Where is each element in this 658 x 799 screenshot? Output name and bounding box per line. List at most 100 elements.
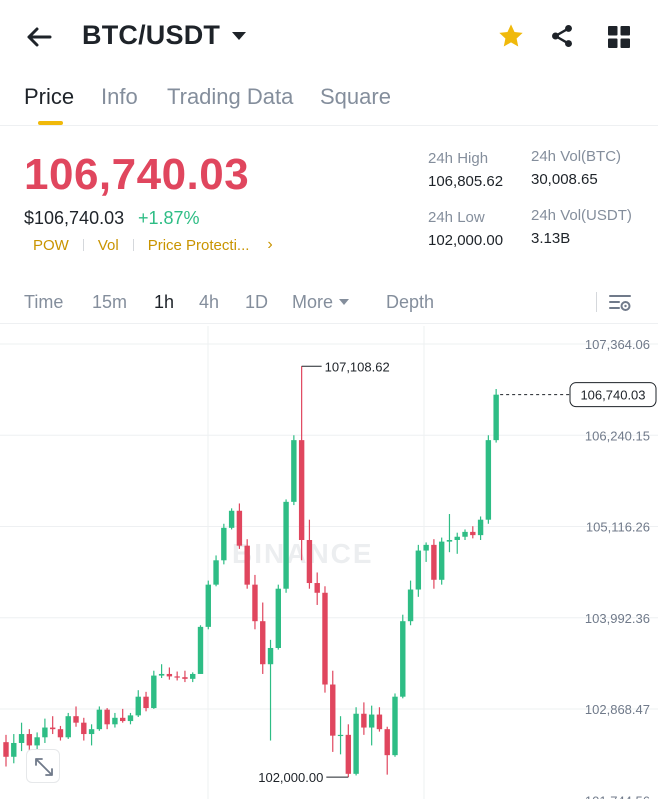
candle-body <box>166 673 173 677</box>
candle-body <box>57 729 64 738</box>
interval-depth[interactable]: Depth <box>386 292 435 312</box>
caret-down-icon <box>339 299 350 305</box>
candle-body <box>392 696 398 756</box>
top-bar: BTC/USDT <box>0 0 658 74</box>
candle-body <box>112 717 118 725</box>
candle-body <box>34 737 40 746</box>
vol-btc-value: 30,008.65 <box>531 171 598 188</box>
vol-usdt-value: 3.13B <box>531 230 571 247</box>
candle-body <box>135 696 141 716</box>
candle-body <box>49 727 56 730</box>
price-axis-label: 103,992.36 <box>585 611 650 626</box>
candlestick-chart[interactable]: BINANCE 107,364.06 106,240.15 105,116.26 103… <box>0 326 658 799</box>
grid-icon[interactable] <box>607 25 631 49</box>
low-label: 24h Low <box>428 209 485 226</box>
usd-value: $106,740.03 <box>24 208 125 228</box>
candle-body <box>298 440 305 540</box>
caret-down-icon <box>232 31 247 40</box>
candle-body <box>485 440 492 520</box>
candle-body <box>384 729 390 756</box>
interval-more[interactable]: More <box>292 292 350 313</box>
candle-body <box>353 713 359 774</box>
candle-body <box>236 510 243 546</box>
tab-square[interactable]: Square <box>320 84 391 109</box>
tab-bar: Price Info Trading Data Square <box>0 78 658 126</box>
candle-body <box>228 510 235 528</box>
candle-body <box>42 727 48 738</box>
candle-body <box>423 544 429 551</box>
price-change: +1.87% <box>138 208 200 228</box>
candle-body <box>104 709 110 725</box>
candle-body <box>283 501 289 589</box>
candle-body <box>81 722 87 735</box>
interval-1d[interactable]: 1D <box>245 292 269 312</box>
price-axis-label: 105,116.26 <box>586 520 650 535</box>
tab-trading-data[interactable]: Trading Data <box>167 84 294 109</box>
candle-body <box>260 621 266 665</box>
candle-body <box>143 696 149 709</box>
tag-pow[interactable]: POW <box>33 236 69 254</box>
candle-body <box>306 539 313 584</box>
candle-body <box>205 584 211 627</box>
price-axis-label: 107,364.06 <box>585 337 650 352</box>
interval-1h[interactable]: 1h <box>154 292 175 312</box>
candle-body <box>213 560 219 585</box>
candle-body <box>400 621 406 697</box>
star-icon[interactable] <box>497 22 525 50</box>
candle-body <box>337 734 344 737</box>
price-axis-label: 106,240.15 <box>585 428 650 443</box>
interval-15m[interactable]: 15m <box>92 292 128 312</box>
candle-body <box>267 647 274 665</box>
candle-body <box>244 545 250 585</box>
min-price-annotation: 102,000.00 <box>258 770 323 785</box>
pair-selector[interactable]: BTC/USDT <box>82 20 247 51</box>
candle-body <box>96 709 103 730</box>
back-arrow-icon[interactable] <box>24 22 54 52</box>
candle-body <box>11 742 17 757</box>
candle-body <box>252 584 258 622</box>
interval-bar: Time 15m 1h 4h 1D More Depth <box>0 284 658 324</box>
candle-body <box>88 729 95 735</box>
chart-settings-icon[interactable] <box>608 290 632 314</box>
candle-body <box>291 440 297 502</box>
candle-body <box>431 544 437 580</box>
tag-divider <box>82 239 84 251</box>
tag-vol[interactable]: Vol <box>97 236 119 254</box>
candle-body <box>376 714 383 730</box>
max-price-annotation: 107,108.62 <box>325 359 390 374</box>
tag-price-protection[interactable]: Price Protecti... <box>147 236 250 254</box>
chevron-right-icon[interactable]: › <box>267 236 273 253</box>
vol-usdt-label: 24h Vol(USDT) <box>531 207 632 224</box>
pair-label: BTC/USDT <box>82 20 221 50</box>
interval-4h[interactable]: 4h <box>199 292 220 312</box>
interval-more-label: More <box>292 292 334 312</box>
candle-body <box>3 742 9 757</box>
candle-body <box>151 675 157 709</box>
high-label: 24h High <box>428 150 489 167</box>
candle-body <box>493 394 499 441</box>
tag-row[interactable]: POW Vol Price Protecti... › <box>33 236 273 254</box>
candle-body <box>446 539 453 542</box>
candle-body <box>407 589 414 622</box>
candle-body <box>361 713 367 728</box>
candle-body <box>415 550 422 590</box>
candle-body <box>314 583 320 593</box>
interval-divider <box>596 292 597 312</box>
tab-info[interactable]: Info <box>101 84 138 109</box>
tab-price[interactable]: Price <box>24 84 75 109</box>
share-icon[interactable] <box>549 23 575 49</box>
candle-body <box>182 677 188 679</box>
candle-body <box>26 734 33 746</box>
candle-body <box>158 673 165 676</box>
tag-divider <box>132 239 134 251</box>
candle-body <box>190 673 196 679</box>
candle-body <box>330 684 336 736</box>
candle-body <box>120 717 126 722</box>
candle-body <box>65 716 71 738</box>
candle-body <box>368 714 375 728</box>
interval-time[interactable]: Time <box>24 292 64 312</box>
candle-body <box>345 734 352 774</box>
last-price-label-box <box>569 382 657 408</box>
expand-chart-button[interactable] <box>26 749 60 783</box>
vol-btc-label: 24h Vol(BTC) <box>531 148 622 165</box>
